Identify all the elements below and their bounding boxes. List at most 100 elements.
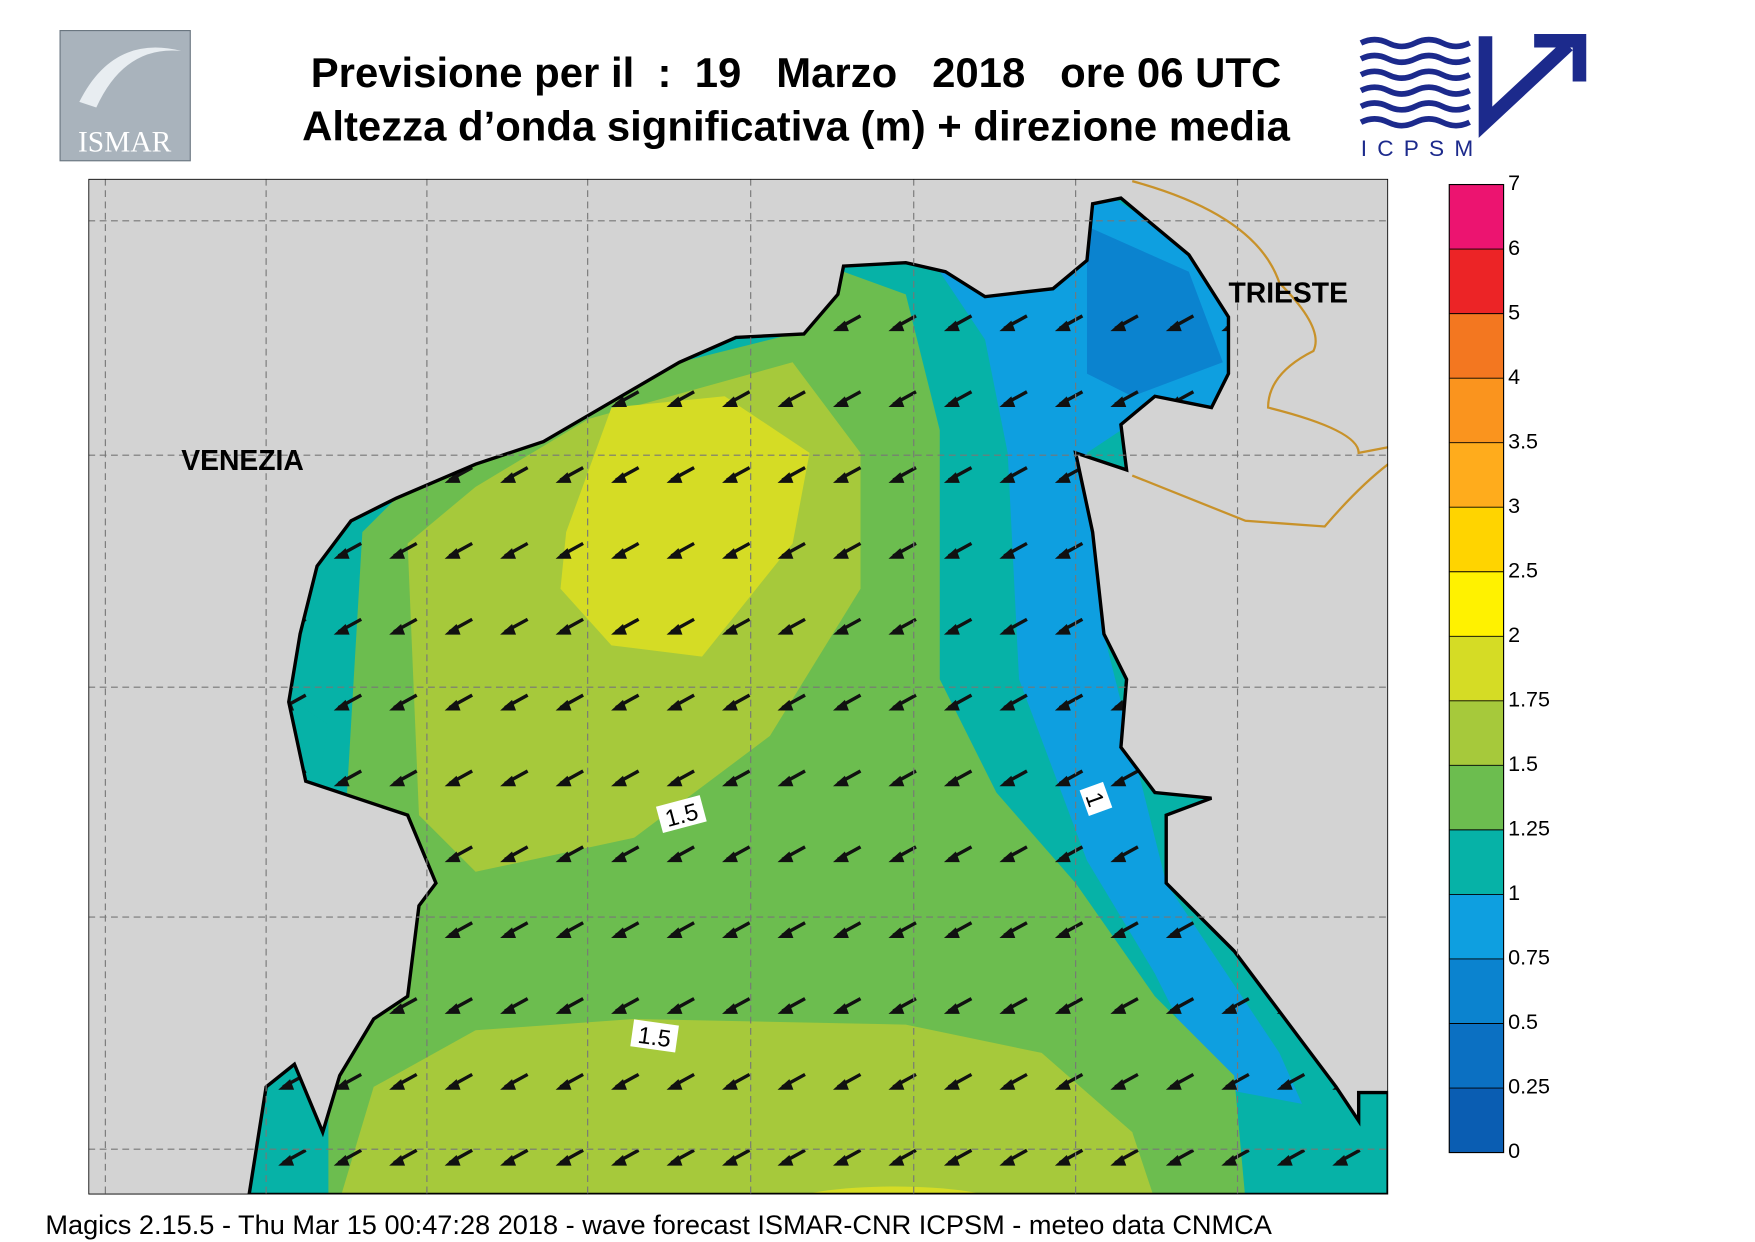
colorbar-label: 1.75 xyxy=(1508,688,1550,712)
arrow-head xyxy=(389,1154,406,1166)
arrow-head xyxy=(444,1079,461,1090)
arrow-head xyxy=(1054,1154,1071,1166)
subtitle: Altezza d’onda significativa (m) + direz… xyxy=(302,102,1290,149)
arrow-head xyxy=(666,851,683,863)
arrow-head xyxy=(832,320,849,332)
arrow-head xyxy=(444,775,461,787)
arrow-head xyxy=(500,1079,517,1090)
arrow-head xyxy=(333,775,350,787)
contour-label: 1.5 xyxy=(630,1019,679,1053)
colorbar-label: 3.5 xyxy=(1508,429,1538,453)
arrow-head xyxy=(389,548,406,559)
arrow-head xyxy=(666,699,683,711)
arrow-head xyxy=(943,1003,960,1014)
arrow-head xyxy=(1054,548,1071,559)
logo-text: ICPSM xyxy=(1361,136,1484,161)
arrow-head xyxy=(1110,927,1127,939)
arrow-head xyxy=(832,548,849,559)
colorbar-label: 0.25 xyxy=(1508,1075,1550,1099)
colorbar-label: 6 xyxy=(1508,236,1520,260)
arrow-head xyxy=(888,320,905,332)
arrow-head xyxy=(1276,1079,1293,1090)
place-label: TRIESTE xyxy=(1228,276,1348,308)
arrow-head xyxy=(666,623,683,635)
arrow-head xyxy=(444,1154,461,1166)
arrow-head xyxy=(888,472,905,483)
arrow-head xyxy=(999,548,1016,559)
arrow-head xyxy=(1165,1003,1182,1014)
arrow-head xyxy=(722,699,738,711)
colorbar-band xyxy=(1449,507,1504,572)
arrow-head xyxy=(832,1003,849,1014)
colorbar-band xyxy=(1449,442,1504,508)
arrow-head xyxy=(1054,775,1071,787)
arrow-head xyxy=(888,396,905,408)
arrow-head xyxy=(943,927,960,939)
colorbar-label: 4 xyxy=(1508,365,1520,389)
arrow-head xyxy=(666,1154,683,1166)
arrow-head xyxy=(444,851,461,863)
colorbar-label: 1.5 xyxy=(1508,752,1538,776)
arrow-head xyxy=(777,927,794,939)
arrow-head xyxy=(777,1003,794,1014)
arrow-head xyxy=(611,472,627,483)
arrow-head xyxy=(1110,851,1127,863)
colorbar-label: 2 xyxy=(1508,623,1520,647)
colorbar-band xyxy=(1449,571,1504,637)
colorbar-label: 0 xyxy=(1508,1139,1520,1163)
arrow-head xyxy=(722,1154,738,1166)
colorbar-label: 0.75 xyxy=(1508,946,1550,970)
arrow-head xyxy=(555,775,572,787)
arrow-head xyxy=(888,548,905,559)
colorbar-band xyxy=(1449,894,1504,959)
arrow-head xyxy=(1165,320,1182,332)
arrow-head xyxy=(333,548,350,559)
colorbar-band xyxy=(1449,829,1504,895)
arrow-head xyxy=(555,1154,572,1166)
arrow-head xyxy=(722,396,738,408)
arrow-head xyxy=(1110,1154,1127,1166)
arrow-head xyxy=(1054,927,1071,939)
arrow-head xyxy=(611,1154,627,1166)
contour-label-text: 1.5 xyxy=(636,1022,672,1053)
arrow-head xyxy=(500,472,517,483)
colorbar-label: 3 xyxy=(1508,494,1520,518)
arrow-head xyxy=(1165,1154,1182,1166)
colorbar-label: 0.5 xyxy=(1508,1010,1538,1034)
arrow-head xyxy=(611,1003,627,1014)
arrow-head xyxy=(555,623,572,635)
arrow-head xyxy=(999,851,1016,863)
arrow-head xyxy=(555,548,572,559)
arrow-head xyxy=(389,1003,406,1014)
arrow-head xyxy=(943,775,960,787)
arrow-head xyxy=(444,1003,461,1014)
arrow-head xyxy=(1165,927,1182,939)
colorbar-band xyxy=(1449,313,1504,379)
arrow-head xyxy=(500,851,517,863)
arrow-head xyxy=(1221,1154,1238,1166)
arrow-head xyxy=(666,548,683,559)
arrow-head xyxy=(888,1154,905,1166)
arrow-head xyxy=(555,699,572,711)
arrow-head xyxy=(722,775,738,787)
arrow-head xyxy=(278,1079,295,1090)
arrow-head xyxy=(943,1079,960,1090)
colorbar-label: 5 xyxy=(1508,300,1520,324)
place-label: VENEZIA xyxy=(181,444,304,476)
arrow-head xyxy=(777,699,794,711)
arrow-head xyxy=(1110,775,1127,787)
arrow-head xyxy=(1054,396,1071,408)
arrow-head xyxy=(943,320,960,332)
arrow-head xyxy=(500,1003,517,1014)
arrow-head xyxy=(611,548,627,559)
arrow-head xyxy=(500,623,517,635)
arrow-head xyxy=(500,699,517,711)
arrow-head xyxy=(1110,1079,1127,1090)
arrow-head xyxy=(389,1079,406,1090)
arrow-head xyxy=(1054,472,1071,483)
colorbar-band xyxy=(1449,378,1504,443)
arrow-head xyxy=(943,851,960,863)
arrow-head xyxy=(500,548,517,559)
arrow-head xyxy=(333,699,350,711)
arrow-head xyxy=(555,851,572,863)
